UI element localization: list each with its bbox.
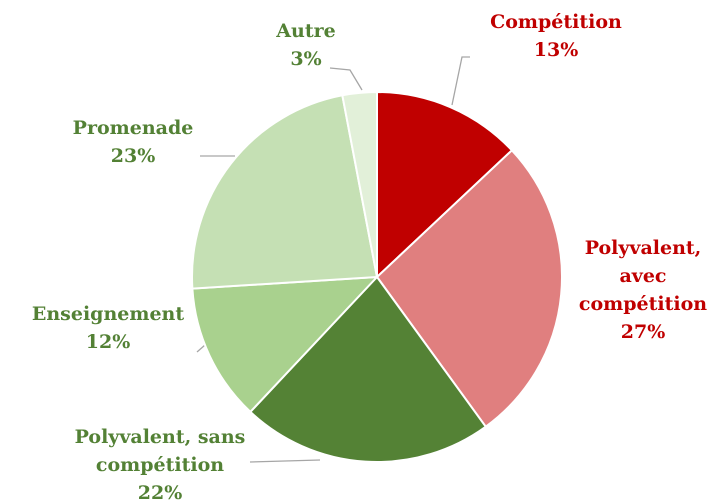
slice-value: 3%	[290, 48, 322, 70]
slice-value: 12%	[85, 331, 131, 353]
slice-name: Polyvalent, avec compétition	[578, 237, 708, 315]
slice-label: Enseignement 12%	[8, 300, 208, 356]
pie-slice	[191, 275, 380, 414]
pie-slice	[191, 94, 379, 290]
slice-name: Polyvalent, sans compétition	[74, 426, 246, 476]
pie-slice	[341, 90, 378, 278]
slice-value: 22%	[137, 482, 183, 502]
slice-label: Promenade 23%	[43, 114, 223, 170]
pie-slice	[248, 275, 488, 463]
slice-label: Autre 3%	[256, 17, 356, 73]
slice-name: Compétition	[490, 11, 622, 33]
slice-value: 23%	[110, 145, 156, 167]
slice-label: Polyvalent, sans compétition 22%	[45, 423, 275, 502]
slice-name: Promenade	[72, 117, 194, 139]
slice-name: Autre	[276, 20, 336, 42]
slice-label: Compétition 13%	[456, 8, 656, 64]
slice-label: Polyvalent, avec compétition 27%	[558, 234, 725, 346]
slice-value: 13%	[533, 39, 579, 61]
slice-name: Enseignement	[31, 303, 185, 325]
leader-line	[329, 67, 363, 91]
leader-line	[451, 56, 470, 106]
slice-value: 27%	[620, 321, 666, 343]
leader-line	[196, 344, 206, 353]
pie-slice	[375, 148, 563, 429]
pie-slice	[376, 90, 514, 280]
leader-line	[249, 459, 321, 463]
